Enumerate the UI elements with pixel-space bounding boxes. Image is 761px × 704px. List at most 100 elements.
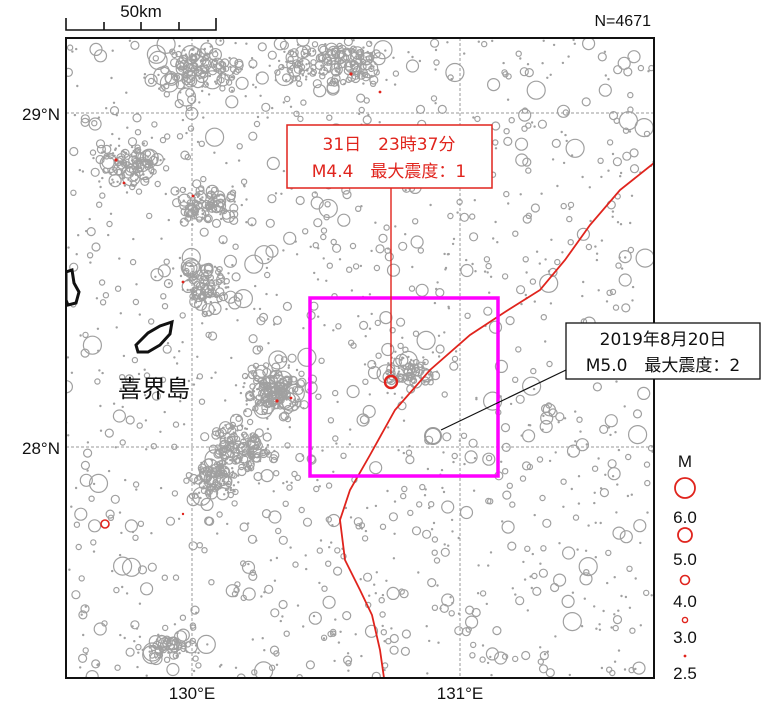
earthquake-event bbox=[567, 201, 575, 209]
earthquake-event bbox=[97, 116, 101, 119]
earthquake-event bbox=[223, 454, 226, 457]
earthquake-event bbox=[103, 150, 106, 153]
earthquake-event bbox=[211, 218, 222, 228]
earthquake-event bbox=[95, 154, 105, 165]
earthquake-event bbox=[337, 213, 351, 227]
earthquake-event bbox=[261, 637, 264, 640]
earthquake-event bbox=[522, 214, 532, 224]
earthquake-event bbox=[483, 306, 493, 316]
earthquake-event bbox=[217, 285, 220, 288]
earthquake-event bbox=[255, 401, 269, 416]
earthquake-event bbox=[179, 274, 183, 278]
earthquake-event bbox=[94, 378, 101, 385]
earthquake-event bbox=[630, 194, 634, 197]
earthquake-event bbox=[195, 662, 202, 669]
earthquake-event bbox=[150, 532, 153, 535]
earthquake-event bbox=[210, 376, 213, 380]
earthquake-event bbox=[86, 252, 94, 259]
earthquake-event bbox=[105, 107, 108, 110]
earthquake-event bbox=[313, 271, 316, 275]
earthquake-event bbox=[415, 104, 426, 115]
earthquake-event bbox=[285, 79, 288, 82]
earthquake-event bbox=[319, 539, 323, 542]
earthquake-event bbox=[231, 263, 234, 267]
earthquake-event bbox=[260, 595, 263, 598]
earthquake-event bbox=[501, 273, 509, 280]
earthquake-event bbox=[429, 203, 432, 207]
earthquake-event bbox=[359, 264, 363, 268]
earthquake-event bbox=[144, 73, 158, 87]
earthquake-event bbox=[182, 259, 202, 279]
earthquake-event bbox=[606, 139, 614, 146]
earthquake-event bbox=[201, 89, 204, 93]
earthquake-event bbox=[80, 460, 91, 470]
earthquake-event bbox=[544, 258, 547, 261]
earthquake-event bbox=[383, 224, 390, 231]
earthquake-event bbox=[374, 504, 378, 508]
earthquake-event bbox=[240, 203, 243, 207]
earthquake-event bbox=[196, 373, 204, 380]
earthquake-event bbox=[289, 546, 292, 549]
earthquake-event bbox=[515, 50, 522, 57]
earthquake-event bbox=[282, 301, 292, 311]
earthquake-event bbox=[115, 326, 118, 329]
earthquake-event bbox=[181, 279, 195, 293]
earthquake-event bbox=[185, 106, 199, 121]
earthquake-event bbox=[477, 564, 480, 567]
earthquake-event bbox=[375, 244, 385, 254]
earthquake-event bbox=[296, 385, 299, 388]
earthquake-event bbox=[538, 568, 549, 578]
earthquake-event bbox=[597, 457, 600, 460]
earthquake-event bbox=[201, 212, 204, 216]
earthquake-event bbox=[192, 669, 196, 673]
earthquake-event bbox=[285, 60, 288, 63]
earthquake-event bbox=[529, 278, 537, 285]
earthquake-event bbox=[231, 272, 241, 282]
earthquake-event bbox=[533, 300, 536, 303]
earthquake-event bbox=[224, 73, 227, 76]
earthquake-event bbox=[232, 76, 235, 79]
earthquake-event bbox=[98, 369, 101, 372]
earthquake-event bbox=[447, 544, 450, 547]
earthquake-event bbox=[154, 376, 158, 380]
earthquake-event bbox=[302, 625, 305, 628]
earthquake-event bbox=[200, 175, 207, 183]
earthquake-event bbox=[223, 493, 226, 496]
earthquake-event bbox=[258, 307, 262, 311]
earthquake-event bbox=[71, 50, 74, 53]
earthquake-event bbox=[332, 435, 339, 442]
earthquake-event bbox=[188, 541, 198, 551]
earthquake-event bbox=[112, 402, 116, 405]
earthquake-event bbox=[137, 565, 148, 575]
earthquake-event bbox=[112, 181, 115, 184]
earthquake-event bbox=[245, 460, 252, 468]
earthquake-event bbox=[222, 277, 225, 280]
earthquake-event bbox=[363, 572, 373, 582]
earthquake-event bbox=[213, 59, 217, 63]
earthquake-event bbox=[515, 153, 529, 167]
earthquake-event bbox=[350, 289, 354, 292]
earthquake-event bbox=[212, 279, 219, 286]
earthquake-event bbox=[268, 510, 282, 524]
earthquake-event bbox=[262, 432, 272, 442]
earthquake-event bbox=[435, 370, 439, 373]
earthquake-event bbox=[418, 59, 422, 63]
earthquake-event bbox=[408, 285, 416, 292]
earthquake-event bbox=[225, 307, 228, 311]
earthquake-event bbox=[273, 470, 280, 477]
earthquake-event bbox=[531, 552, 534, 556]
recent-events bbox=[114, 72, 382, 516]
earthquake-event bbox=[338, 48, 352, 62]
earthquake-event bbox=[231, 185, 234, 188]
earthquake-event bbox=[432, 521, 436, 525]
earthquake-event bbox=[294, 74, 302, 82]
earthquake-event bbox=[121, 405, 124, 409]
earthquake-event bbox=[637, 386, 651, 400]
earthquake-event bbox=[266, 156, 280, 170]
earthquake-event bbox=[433, 301, 437, 305]
earthquake-event bbox=[252, 451, 256, 454]
earthquake-event bbox=[212, 199, 227, 213]
earthquake-event bbox=[166, 662, 180, 677]
earthquake-event bbox=[436, 584, 439, 587]
lat-label-28: 28°N bbox=[22, 439, 60, 458]
